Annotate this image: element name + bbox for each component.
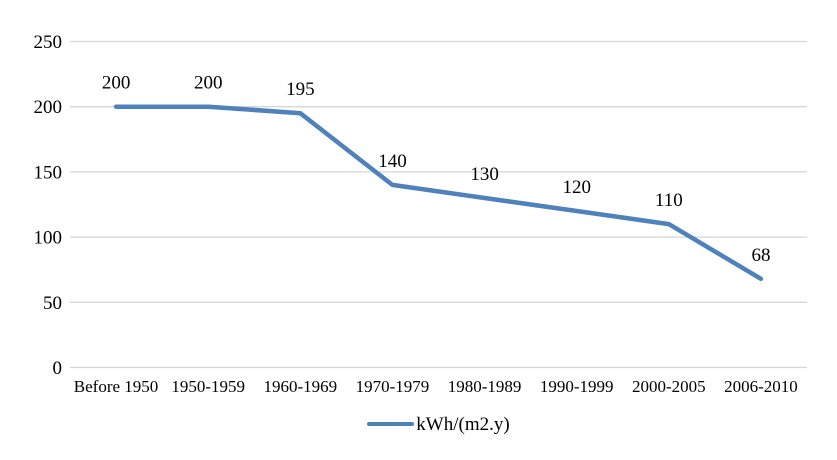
- y-axis-tick-label: 100: [34, 228, 63, 249]
- x-axis-category-label: Before 1950: [74, 377, 159, 396]
- legend-line-marker: [367, 422, 415, 426]
- data-label: 110: [655, 190, 683, 211]
- x-axis-category-label: 1970-1979: [356, 377, 430, 396]
- y-axis-tick-label: 0: [53, 358, 63, 379]
- x-axis-category-label: 2000-2005: [632, 377, 706, 396]
- data-label: 200: [102, 73, 131, 94]
- x-axis-category-label: 2006-2010: [724, 377, 798, 396]
- data-label: 140: [378, 151, 407, 172]
- series-line: [113, 104, 764, 282]
- y-axis-tick-label: 200: [34, 97, 63, 118]
- data-label: 68: [751, 245, 770, 266]
- data-label: 130: [470, 164, 499, 185]
- data-label: 195: [286, 79, 315, 100]
- data-label: 200: [194, 73, 223, 94]
- y-axis-tick-label: 150: [34, 162, 63, 183]
- y-axis-tick-label: 250: [34, 32, 63, 53]
- legend-label: kWh/(m2.y): [416, 413, 510, 435]
- x-axis-category-label: 1950-1959: [171, 377, 245, 396]
- x-axis-category-label: 1990-1999: [540, 377, 614, 396]
- y-axis-tick-label: 50: [43, 293, 62, 314]
- x-axis-category-label: 1980-1989: [448, 377, 522, 396]
- legend: kWh/(m2.y): [70, 412, 807, 436]
- data-label: 120: [562, 177, 591, 198]
- x-axis-category-label: 1960-1969: [263, 377, 337, 396]
